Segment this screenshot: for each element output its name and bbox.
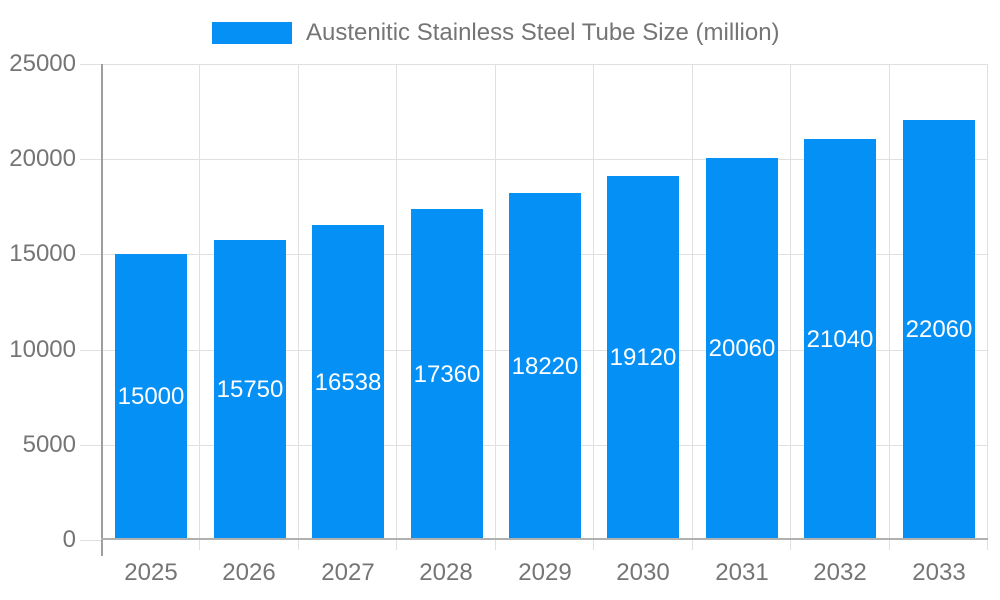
x-axis-label: 2030	[616, 559, 670, 586]
y-axis-label: 25000	[9, 50, 76, 77]
bar-value-label: 17360	[413, 360, 481, 388]
bar-value-label: 20060	[708, 335, 776, 362]
x-axis-baseline	[101, 538, 988, 540]
x-axis-label: 2029	[518, 559, 572, 586]
h-gridline	[102, 64, 988, 65]
x-axis-label: 2031	[715, 559, 769, 586]
bar-value-label: 15000	[117, 383, 185, 410]
x-axis-label: 2028	[419, 559, 473, 586]
bar: 16538	[312, 225, 384, 540]
y-axis-label: 20000	[9, 145, 76, 172]
legend: Austenitic Stainless Steel Tube Size (mi…	[212, 19, 780, 46]
bar-value-label: 19120	[609, 344, 677, 371]
v-gridline	[889, 64, 890, 550]
x-axis-label: 2027	[321, 559, 375, 586]
bar-value-label: 16538	[314, 368, 382, 396]
h-gridline	[102, 159, 988, 160]
y-axis-tick	[80, 159, 102, 160]
y-axis-tick	[80, 254, 102, 255]
legend-swatch	[212, 22, 292, 44]
bar: 22060	[903, 120, 975, 540]
y-axis-tick	[80, 64, 102, 65]
y-axis-label: 15000	[9, 240, 76, 267]
x-axis-label: 2026	[222, 559, 276, 586]
y-axis-tick	[80, 445, 102, 446]
y-axis-line	[101, 64, 103, 556]
x-axis-label: 2033	[912, 559, 966, 586]
v-gridline	[495, 64, 496, 550]
v-gridline	[298, 64, 299, 550]
v-gridline	[199, 64, 200, 550]
bar: 19120	[607, 176, 679, 540]
bar: 17360	[411, 209, 483, 540]
bar-value-label: 18220	[511, 352, 579, 380]
bar: 18220	[509, 193, 581, 540]
bar: 21040	[804, 139, 876, 540]
y-axis-tick	[80, 350, 102, 351]
legend-label: Austenitic Stainless Steel Tube Size (mi…	[306, 19, 780, 46]
bar: 15750	[214, 240, 286, 540]
bar: 15000	[115, 254, 187, 540]
y-axis-tick	[80, 540, 102, 541]
y-axis-label: 0	[62, 526, 76, 553]
y-axis-label: 10000	[9, 336, 76, 363]
y-axis-label: 5000	[22, 431, 76, 458]
v-gridline	[987, 64, 988, 550]
bar-value-label: 21040	[806, 325, 874, 353]
bar-value-label: 15750	[216, 376, 284, 403]
v-gridline	[396, 64, 397, 550]
v-gridline	[593, 64, 594, 550]
x-axis-label: 2032	[813, 559, 867, 586]
bar-value-label: 22060	[905, 316, 973, 343]
bar: 20060	[706, 158, 778, 540]
v-gridline	[790, 64, 791, 550]
v-gridline	[692, 64, 693, 550]
x-axis-label: 2025	[124, 559, 178, 586]
